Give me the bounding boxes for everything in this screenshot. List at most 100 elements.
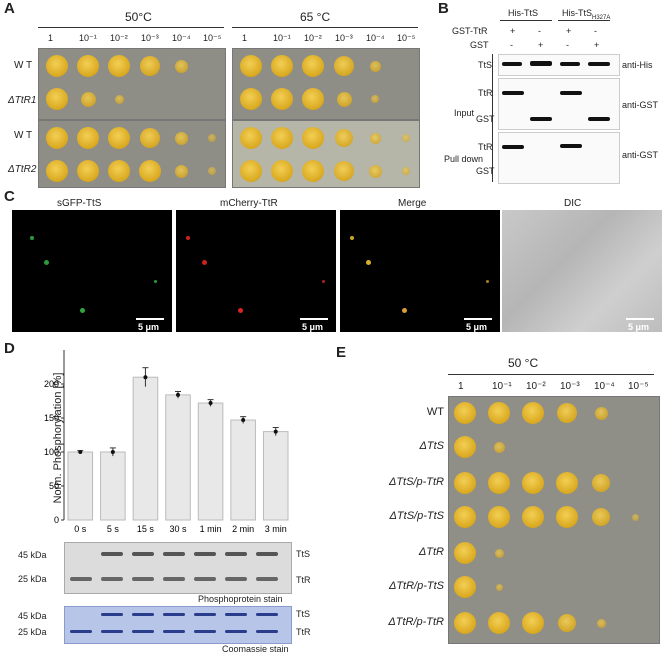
marker-label: 45 kDa (18, 550, 47, 560)
colony-spot (494, 548, 504, 558)
colony-spot (631, 513, 639, 521)
colony-spot (77, 127, 99, 149)
blot-band (560, 144, 582, 148)
gel-band-ttr (101, 630, 123, 633)
blot-band (502, 91, 524, 95)
colony-spot (454, 612, 476, 634)
panel-label-a: A (4, 0, 15, 17)
blot-band (530, 61, 552, 66)
colony-spot (77, 55, 99, 77)
colony-spot (592, 508, 610, 526)
plate-a-bottom-right (232, 120, 420, 188)
x-tick-label: 15 s (137, 524, 155, 534)
colony-spot (302, 55, 324, 77)
colony-spot (302, 127, 324, 149)
dilution-label: 10⁻⁵ (397, 33, 416, 43)
divider (500, 20, 552, 21)
gel-band-tts (225, 552, 247, 556)
image-title: mCherry-TtR (220, 198, 278, 209)
colony-spot (80, 91, 96, 107)
his-tts-h327a-label: His-TtSH327A (562, 8, 611, 21)
colony-spot (558, 614, 576, 632)
row-label: ΔTtR/p-TtR (388, 616, 444, 628)
panel-a-temp-left: 50°C (125, 10, 152, 24)
sign: - (538, 26, 541, 36)
sign: + (510, 26, 516, 36)
colony-spot (302, 88, 324, 110)
x-tick-label: 30 s (169, 524, 187, 534)
data-point (78, 450, 83, 454)
colony-spot (240, 160, 262, 182)
pulldown-label: Pull down (444, 154, 484, 164)
gel-band-tts (256, 613, 278, 616)
colony-spot (369, 132, 381, 144)
blot-pulldown-gst (498, 132, 620, 184)
colony-spot (302, 160, 324, 182)
dilution-label: 10⁻² (110, 33, 128, 43)
colony-spot (174, 164, 188, 178)
colony-spot (454, 472, 476, 494)
gel-band-tts (194, 552, 216, 556)
y-tick-label: 0 (54, 515, 59, 525)
gel-band-ttr (194, 577, 216, 581)
colony-spot (368, 164, 382, 178)
gel-band-tts (256, 552, 278, 556)
his-tts-label: His-TtS (508, 8, 538, 18)
sign: + (566, 26, 572, 36)
colony-spot (140, 56, 160, 76)
colony-spot (271, 160, 293, 182)
bar (197, 402, 224, 521)
sign: + (538, 40, 544, 50)
gel-band-ttr (70, 630, 92, 633)
gel-band-ttr (163, 577, 185, 581)
x-tick-label: 2 min (232, 524, 254, 534)
colony-spot (240, 55, 262, 77)
colony-spot (46, 160, 68, 182)
x-tick-label: 5 s (107, 524, 120, 534)
antibody-label: anti-GST (622, 150, 659, 160)
band-label: TtR (296, 627, 311, 637)
row-label: ΔTtR1 (8, 95, 37, 106)
lane-label: TtR (478, 142, 493, 152)
gel-band-tts (101, 613, 123, 616)
colony-spot (46, 88, 68, 110)
colony-spot (369, 60, 381, 72)
colony-spot (77, 160, 99, 182)
row-label: ΔTtS/p-TtR (388, 476, 444, 488)
sign: + (594, 40, 600, 50)
dilution-label: 10⁻⁵ (628, 381, 649, 392)
colony-spot (139, 160, 161, 182)
divider (232, 27, 418, 28)
colony-spot (594, 406, 608, 420)
x-tick-label: 1 min (200, 524, 222, 534)
lane-label: TtR (478, 88, 493, 98)
gel-band-ttr (194, 630, 216, 633)
colony-spot (271, 55, 293, 77)
colony-spot (140, 128, 160, 148)
scale-label: 5 μm (302, 322, 324, 332)
dilution-label: 10⁻² (526, 381, 546, 392)
colony-spot (495, 583, 503, 591)
image-title: Merge (398, 198, 427, 209)
dilution-label: 10⁻² (304, 33, 322, 43)
phosphoprotein-gel (64, 542, 292, 594)
row-label: W T (14, 60, 33, 71)
colony-spot (454, 506, 476, 528)
scale-label: 5 μm (138, 322, 160, 332)
gel-band-ttr (163, 630, 185, 633)
micrograph-dic: 5 μm (502, 210, 662, 332)
colony-spot (488, 506, 510, 528)
gel-band-ttr (70, 577, 92, 581)
colony-spot (208, 167, 216, 175)
colony-spot (334, 56, 354, 76)
colony-spot (493, 441, 505, 453)
bar (100, 451, 126, 521)
colony-spot (108, 160, 130, 182)
micrograph-mcherry: 5 μm (176, 210, 336, 332)
dilution-label: 10⁻⁴ (366, 33, 385, 43)
colony-spot (371, 95, 379, 103)
bar (230, 419, 256, 521)
lane-label: GST (476, 166, 495, 176)
colony-spot (334, 161, 354, 181)
blot-band (502, 62, 522, 66)
